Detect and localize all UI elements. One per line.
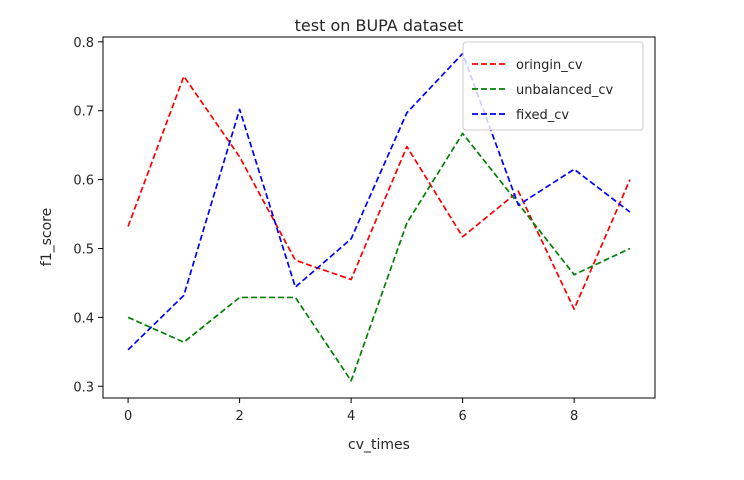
- y-tick-label: 0.7: [73, 105, 94, 120]
- series-line-oringin_cv: [127, 75, 631, 310]
- y-tick-label: 0.8: [73, 36, 94, 51]
- x-tick-label: 6: [458, 409, 466, 424]
- y-tick-label: 0.6: [73, 174, 94, 189]
- x-axis-label: cv_times: [348, 437, 410, 453]
- x-tick-label: 4: [347, 409, 355, 424]
- chart-title: test on BUPA dataset: [295, 16, 464, 35]
- y-tick-label: 0.3: [73, 380, 94, 395]
- y-axis-label: f1_score: [39, 208, 55, 266]
- legend-box: [462, 41, 644, 131]
- axes: 0 2 4 6 8 0.3 0.4 0.5 0.6 0.7 0.8: [73, 36, 656, 424]
- legend-label-oringin_cv: oringin_cv: [516, 58, 583, 73]
- axes-frame: [102, 36, 656, 399]
- series-line-unbalanced_cv: [127, 132, 631, 382]
- x-tick-label: 0: [124, 409, 132, 424]
- x-tick-label: 2: [235, 409, 243, 424]
- legend-label-fixed_cv: fixed_cv: [516, 108, 569, 123]
- x-tick-label: 8: [570, 409, 578, 424]
- y-tick-label: 0.4: [73, 311, 94, 326]
- legend-label-unbalanced_cv: unbalanced_cv: [516, 83, 614, 98]
- series-line-fixed_cv: [127, 52, 631, 351]
- y-tick-label: 0.5: [73, 243, 94, 258]
- legend: oringin_cv unbalanced_cv fixed_cv: [462, 41, 644, 131]
- plot-area: [127, 52, 631, 382]
